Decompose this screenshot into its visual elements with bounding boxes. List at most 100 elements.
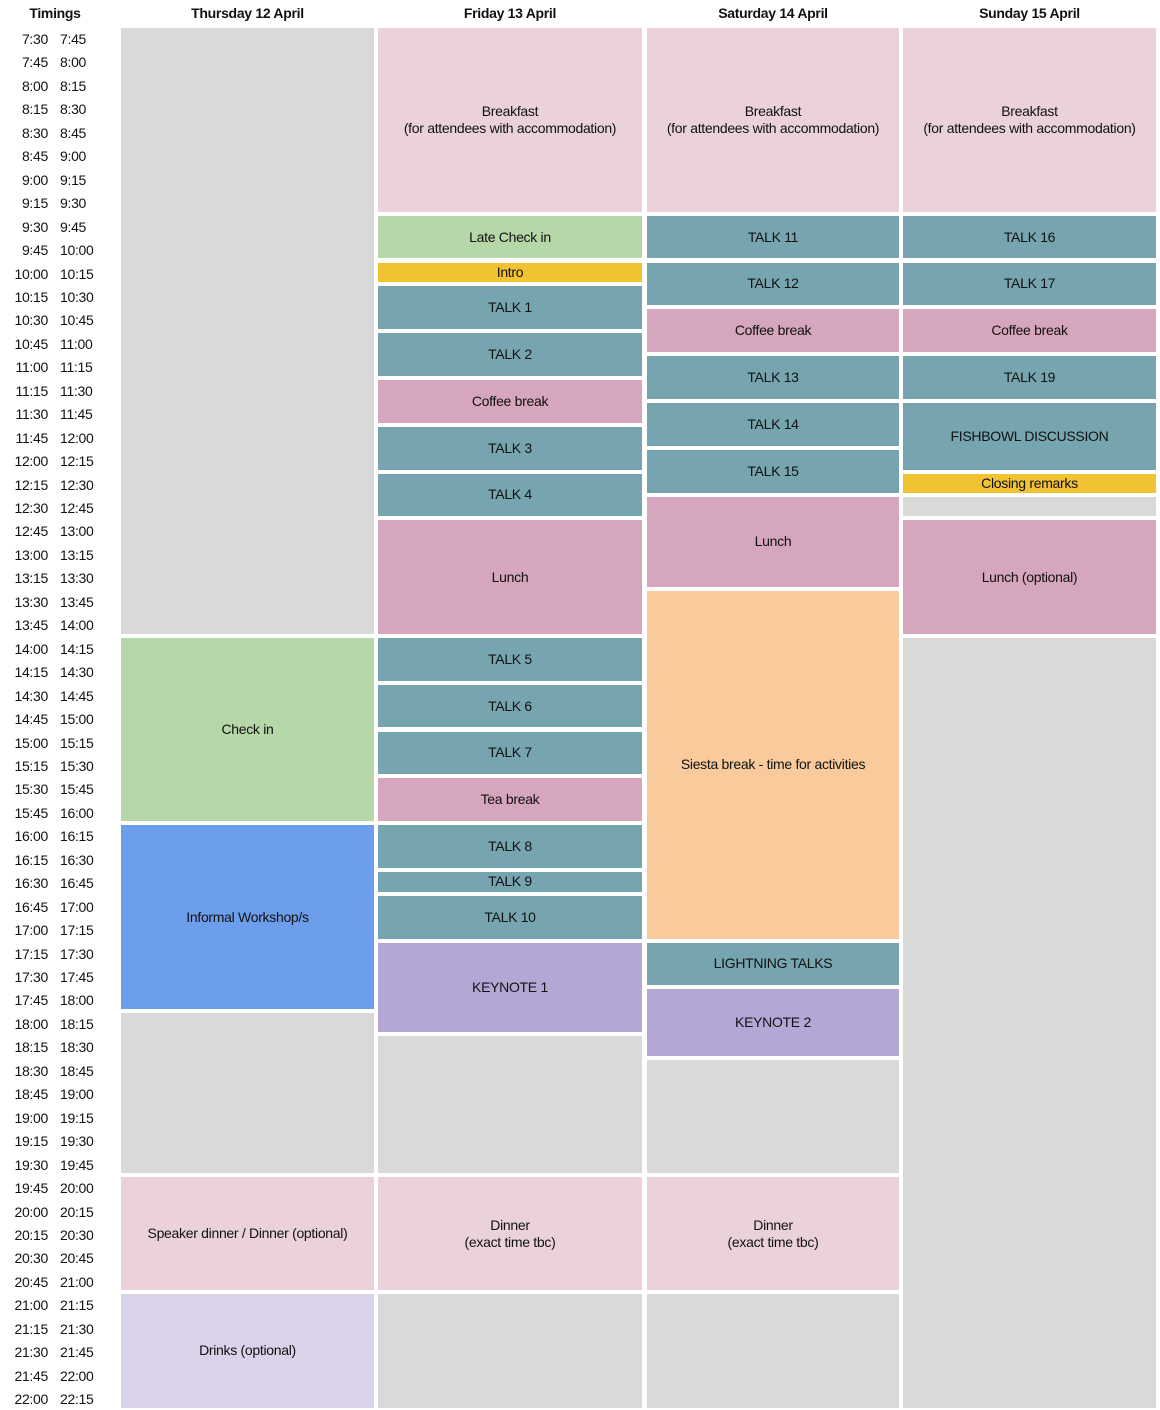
event-sunday[interactable]: TALK 17 [903, 262, 1156, 306]
event-sunday[interactable]: Closing remarks [903, 473, 1156, 493]
event-saturday[interactable]: Dinner (exact time tbc) [647, 1177, 899, 1291]
slot-end-time: 11:15 [60, 359, 93, 376]
event-sunday[interactable]: Breakfast (for attendees with accommodat… [903, 28, 1156, 212]
event-friday[interactable]: Tea break [378, 778, 642, 822]
timing-row: 8:00 8:15 [0, 77, 110, 100]
event-saturday[interactable]: Breakfast (for attendees with accommodat… [647, 28, 899, 212]
timing-row: 14:30 14:45 [0, 687, 110, 710]
event-friday[interactable]: TALK 9 [378, 872, 642, 892]
event-friday[interactable]: TALK 8 [378, 825, 642, 869]
timing-row: 9:30 9:45 [0, 218, 110, 241]
timing-row: 10:45 11:00 [0, 335, 110, 358]
event-saturday[interactable]: KEYNOTE 2 [647, 989, 899, 1056]
event-friday[interactable]: Intro [378, 262, 642, 282]
slot-start-time: 17:45 [14, 992, 48, 1009]
event-friday[interactable]: Dinner (exact time tbc) [378, 1177, 642, 1291]
slot-end-time: 15:15 [60, 734, 94, 751]
slot-start-time: 12:45 [14, 523, 48, 540]
timing-row: 16:00 16:15 [0, 827, 110, 850]
event-saturday[interactable]: TALK 11 [647, 215, 899, 259]
empty-slot-saturday [647, 1059, 899, 1174]
timing-row: 15:15 15:30 [0, 757, 110, 780]
empty-slot-thursday [121, 28, 374, 634]
slot-start-time: 14:00 [14, 640, 48, 657]
slot-end-time: 12:30 [60, 476, 94, 493]
timing-row: 8:45 9:00 [0, 147, 110, 170]
event-friday[interactable]: TALK 4 [378, 473, 642, 517]
event-friday[interactable]: TALK 1 [378, 285, 642, 329]
event-friday[interactable]: TALK 5 [378, 637, 642, 681]
timing-row: 16:45 17:00 [0, 898, 110, 921]
event-sunday[interactable]: TALK 16 [903, 215, 1156, 259]
event-friday[interactable]: TALK 3 [378, 426, 642, 470]
slot-start-time: 21:45 [14, 1367, 48, 1384]
slot-start-time: 13:30 [14, 593, 48, 610]
event-saturday[interactable]: TALK 12 [647, 262, 899, 306]
timing-row: 20:15 20:30 [0, 1226, 110, 1249]
slot-end-time: 18:15 [60, 1015, 94, 1032]
event-saturday[interactable]: Siesta break - time for activities [647, 590, 899, 939]
event-friday[interactable]: Lunch [378, 520, 642, 634]
event-thursday[interactable]: Speaker dinner / Dinner (optional) [121, 1177, 374, 1291]
slot-start-time: 10:45 [14, 335, 48, 352]
slot-end-time: 22:00 [60, 1367, 94, 1384]
event-friday[interactable]: TALK 10 [378, 895, 642, 939]
slot-end-time: 21:00 [60, 1273, 94, 1290]
slot-start-time: 11:30 [15, 406, 49, 423]
slot-end-time: 19:30 [60, 1133, 94, 1150]
slot-start-time: 7:30 [21, 31, 48, 47]
event-friday[interactable]: Late Check in [378, 215, 642, 259]
timing-row: 20:00 20:15 [0, 1203, 110, 1226]
slot-start-time: 9:00 [21, 171, 48, 188]
timing-row: 16:30 16:45 [0, 874, 110, 897]
event-friday[interactable]: TALK 7 [378, 731, 642, 775]
slot-start-time: 16:30 [14, 875, 48, 892]
empty-slot-friday [378, 1036, 642, 1174]
timing-row: 19:30 19:45 [0, 1156, 110, 1179]
slot-start-time: 12:00 [14, 453, 48, 470]
event-friday[interactable]: TALK 6 [378, 684, 642, 728]
event-sunday[interactable]: FISHBOWL DISCUSSION [903, 403, 1156, 470]
slot-end-time: 15:45 [60, 781, 94, 798]
slot-start-time: 17:30 [14, 969, 48, 985]
event-friday[interactable]: TALK 2 [378, 332, 642, 376]
event-sunday[interactable]: Coffee break [903, 309, 1156, 353]
event-thursday[interactable]: Informal Workshop/s [121, 825, 374, 1009]
slot-end-time: 11:30 [60, 382, 93, 399]
event-sunday[interactable]: TALK 19 [903, 356, 1156, 400]
slot-start-time: 13:15 [14, 570, 48, 587]
slot-end-time: 9:00 [60, 148, 87, 165]
slot-start-time: 8:45 [21, 148, 48, 165]
slot-start-time: 14:45 [14, 711, 48, 728]
day-header-friday: Friday 13 April [463, 5, 557, 21]
event-thursday[interactable]: Check in [121, 637, 374, 822]
event-saturday[interactable]: TALK 15 [647, 450, 899, 493]
event-saturday[interactable]: Coffee break [647, 309, 899, 353]
timing-row: 17:00 17:15 [0, 921, 110, 944]
event-friday[interactable]: Breakfast (for attendees with accommodat… [378, 28, 642, 212]
slot-end-time: 18:45 [60, 1062, 94, 1079]
event-saturday[interactable]: LIGHTNING TALKS [647, 942, 899, 986]
slot-start-time: 9:45 [21, 242, 48, 259]
event-thursday[interactable]: Drinks (optional) [121, 1294, 374, 1408]
slot-start-time: 8:00 [21, 77, 48, 94]
timing-row: 11:15 11:30 [0, 382, 110, 405]
timing-row: 18:15 18:30 [0, 1038, 110, 1061]
slot-start-time: 21:15 [14, 1320, 48, 1337]
event-friday[interactable]: Coffee break [378, 379, 642, 423]
timing-row: 21:15 21:30 [0, 1320, 110, 1343]
timing-row: 21:30 21:45 [0, 1343, 110, 1366]
event-sunday[interactable]: Lunch (optional) [903, 520, 1156, 634]
slot-start-time: 16:15 [14, 851, 48, 868]
timing-row: 14:00 14:15 [0, 640, 110, 663]
slot-end-time: 14:30 [60, 664, 94, 681]
timing-row: 13:00 13:15 [0, 546, 110, 569]
event-saturday[interactable]: Lunch [647, 497, 899, 587]
timing-row: 13:45 14:00 [0, 616, 110, 639]
event-saturday[interactable]: TALK 14 [647, 403, 899, 447]
event-saturday[interactable]: TALK 13 [647, 356, 899, 400]
timing-row: 10:15 10:30 [0, 288, 110, 311]
timing-row: 15:45 16:00 [0, 804, 110, 827]
event-friday[interactable]: KEYNOTE 1 [378, 942, 642, 1033]
